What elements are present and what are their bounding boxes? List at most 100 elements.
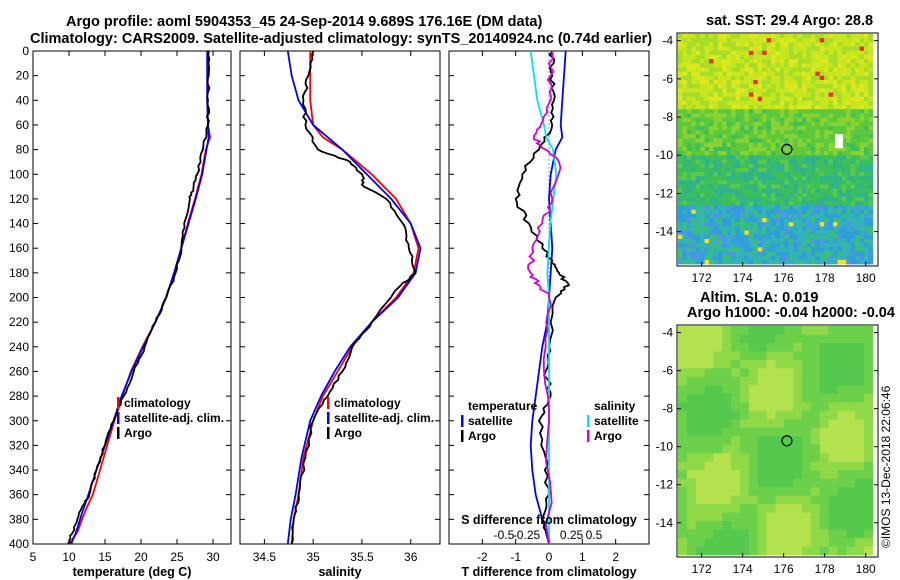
map-cell	[837, 326, 847, 335]
map-cell	[824, 151, 829, 156]
map-cell	[815, 176, 821, 181]
map-cell	[748, 521, 759, 530]
map-cell	[806, 192, 812, 198]
map-cell	[784, 218, 790, 223]
map-cell	[695, 461, 705, 471]
map-cell	[815, 38, 821, 43]
map-cell	[744, 67, 750, 73]
map-cell	[757, 100, 763, 106]
map-cell	[864, 495, 874, 505]
map-cell	[850, 209, 856, 215]
map-cell	[700, 251, 705, 257]
map-cell	[682, 71, 688, 77]
map-cell	[833, 67, 838, 73]
map-cell	[726, 138, 732, 144]
map-cell	[775, 205, 781, 211]
map-cell	[837, 512, 847, 522]
map-cell	[678, 461, 688, 471]
map-cell	[682, 117, 688, 123]
map-cell	[726, 218, 732, 223]
map-cell	[731, 478, 741, 488]
map-cell	[713, 419, 723, 429]
map-cell	[793, 222, 798, 227]
map-cell	[695, 109, 701, 114]
map-cell	[837, 385, 847, 395]
map-cell	[819, 205, 825, 211]
map-cell	[704, 197, 710, 202]
map-cell	[722, 495, 732, 505]
map-cell	[704, 138, 710, 144]
map-cell	[766, 487, 776, 497]
map-cell	[810, 234, 816, 240]
map-cell	[850, 172, 856, 177]
map-cell	[757, 487, 767, 497]
map-cell	[717, 138, 723, 144]
map-cell	[859, 75, 865, 81]
map-cell	[722, 251, 728, 257]
map-cell	[766, 188, 772, 194]
map-cell	[815, 126, 821, 131]
map-cell	[797, 105, 803, 110]
map-cell	[713, 529, 723, 539]
map-cell	[753, 222, 759, 227]
map-cell	[779, 222, 785, 227]
map-cell	[775, 326, 785, 335]
map-cell	[678, 163, 683, 169]
map-cell	[762, 188, 767, 194]
map-cell	[864, 138, 869, 144]
map-cell	[753, 75, 759, 81]
map-cell	[841, 138, 847, 144]
map-cell	[846, 126, 852, 131]
map-cell	[686, 226, 692, 231]
map-cell	[810, 134, 816, 139]
map-cell	[868, 59, 874, 64]
map-cell	[850, 234, 856, 240]
map-cell	[828, 243, 834, 248]
map-cell	[771, 222, 776, 227]
map-cell	[695, 351, 705, 361]
map-cell	[731, 54, 736, 60]
argo-position-marker	[781, 435, 793, 447]
map-cell	[841, 46, 847, 52]
map-cell	[850, 222, 856, 227]
map-cell	[735, 67, 741, 73]
map-cell	[828, 201, 834, 206]
map-cell	[744, 88, 750, 93]
map-cell	[784, 487, 794, 497]
map-cell	[855, 243, 860, 248]
map-cell	[868, 71, 874, 77]
map-cell	[784, 50, 790, 56]
map-cell	[766, 436, 776, 446]
map-cell	[713, 180, 719, 185]
map-cell	[788, 121, 794, 127]
map-cell	[810, 96, 816, 102]
map-cell	[691, 192, 697, 198]
map-cell	[695, 117, 701, 123]
map-cell	[828, 222, 834, 227]
map-cell	[735, 247, 741, 252]
map-cell	[762, 142, 767, 148]
map-cell	[810, 176, 816, 181]
map-cell	[735, 259, 741, 265]
map-cell	[824, 197, 829, 202]
map-cell	[819, 326, 829, 335]
map-cell	[864, 126, 869, 131]
map-cell	[797, 176, 803, 181]
map-cell	[819, 59, 825, 64]
map-cell	[700, 230, 705, 236]
map-cell	[846, 234, 852, 240]
map-cell	[682, 163, 688, 169]
map-cell	[682, 146, 688, 152]
map-cell	[686, 529, 697, 539]
map-cell	[731, 410, 741, 420]
map-cell	[740, 50, 745, 56]
map-cell	[691, 251, 697, 257]
map-cell	[802, 238, 807, 244]
map-cell	[748, 54, 754, 60]
map-cell	[691, 259, 697, 265]
map-cell	[793, 34, 798, 39]
map-cell	[846, 410, 856, 420]
map-cell	[722, 521, 732, 530]
map-cell	[819, 487, 829, 497]
map-cell	[722, 218, 728, 223]
